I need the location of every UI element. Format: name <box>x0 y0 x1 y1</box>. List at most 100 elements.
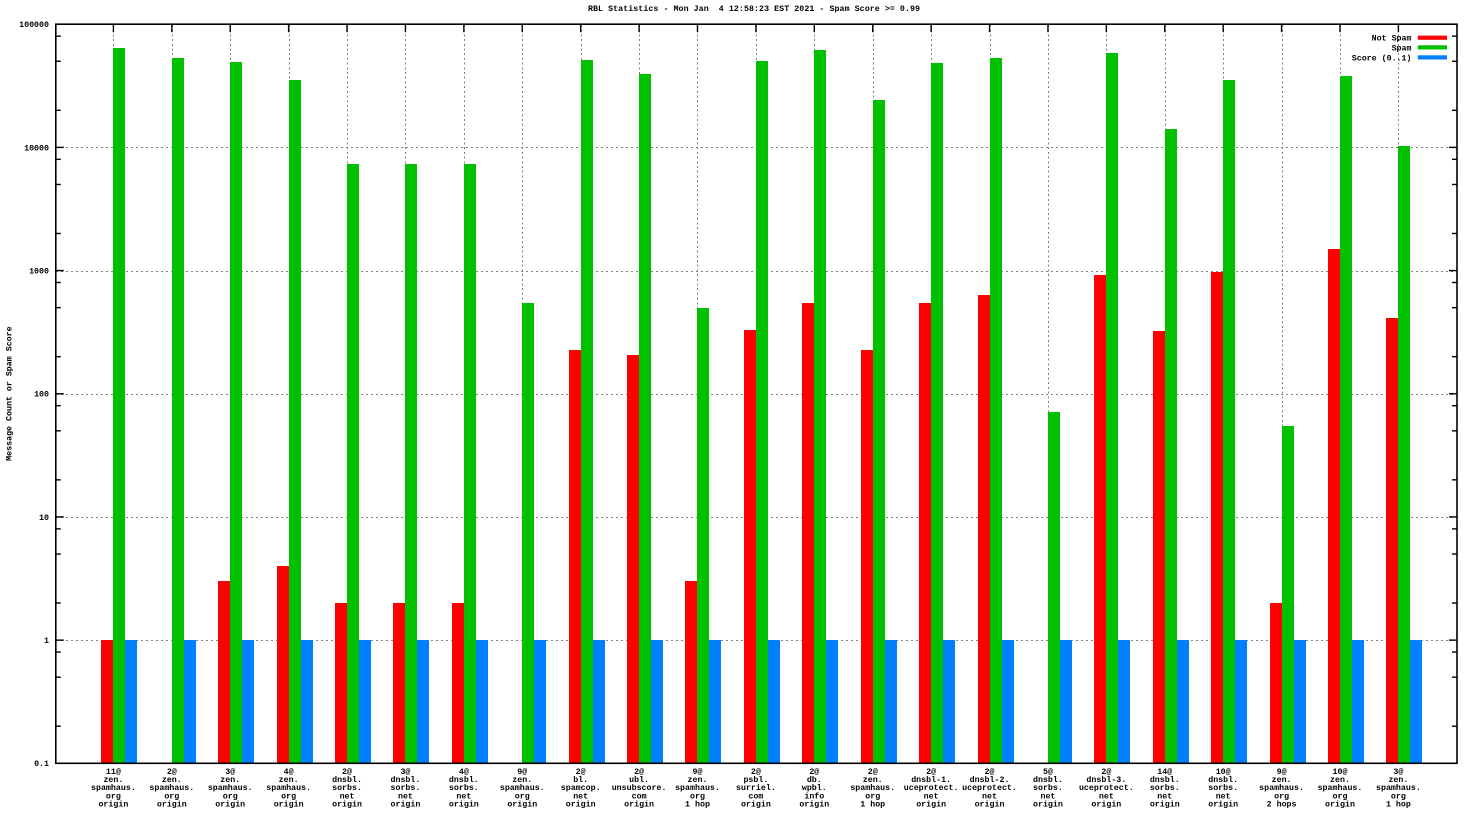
svg-text:dnsbl-3.: dnsbl-3. <box>1086 775 1126 785</box>
svg-text:origin: origin <box>157 799 187 809</box>
svg-text:100000: 100000 <box>19 21 49 30</box>
svg-text:9@: 9@ <box>1277 767 1287 777</box>
svg-text:origin: origin <box>1150 799 1180 809</box>
svg-text:origin: origin <box>975 799 1005 809</box>
svg-text:com: com <box>632 792 647 801</box>
svg-text:dnsbl.: dnsbl. <box>1150 775 1180 785</box>
svg-text:org: org <box>515 792 530 801</box>
svg-text:spamhaus.: spamhaus. <box>675 783 720 793</box>
svg-text:1 hop: 1 hop <box>860 799 885 809</box>
svg-text:origin: origin <box>1208 799 1238 809</box>
svg-text:RBL Statistics - Mon Jan 4 12: RBL Statistics - Mon Jan 4 12:58:23 EST … <box>588 4 920 14</box>
svg-text:psbl.: psbl. <box>743 775 768 785</box>
svg-text:net: net <box>1040 792 1055 801</box>
svg-text:spamhaus.: spamhaus. <box>1376 783 1421 793</box>
svg-text:origin: origin <box>1033 799 1063 809</box>
svg-text:spamhaus.: spamhaus. <box>1318 783 1363 793</box>
svg-text:10@: 10@ <box>1216 767 1231 777</box>
svg-text:zen.: zen. <box>1272 776 1292 785</box>
svg-text:Not Spam: Not Spam <box>1372 35 1412 44</box>
svg-text:org: org <box>223 792 238 801</box>
svg-text:zen.: zen. <box>512 776 532 785</box>
svg-text:2@: 2@ <box>576 767 586 777</box>
svg-text:org: org <box>1333 792 1348 801</box>
svg-text:wpbl.: wpbl. <box>802 783 827 793</box>
svg-text:sorbs.: sorbs. <box>1033 783 1063 793</box>
svg-text:uceprotect.: uceprotect. <box>904 784 959 793</box>
svg-text:2@: 2@ <box>1101 767 1111 777</box>
svg-text:2 hops: 2 hops <box>1267 799 1297 809</box>
svg-text:Score (0..1): Score (0..1) <box>1352 53 1412 63</box>
svg-text:spamhaus.: spamhaus. <box>266 783 311 793</box>
svg-text:origin: origin <box>391 799 421 809</box>
svg-text:Spam: Spam <box>1392 44 1412 53</box>
svg-text:zen.: zen. <box>279 776 299 785</box>
svg-text:spamhaus.: spamhaus. <box>91 783 136 793</box>
svg-text:bl.: bl. <box>573 775 588 785</box>
svg-text:1: 1 <box>44 637 49 646</box>
svg-text:3@: 3@ <box>400 767 410 777</box>
svg-text:11@: 11@ <box>106 767 121 777</box>
svg-text:0.1: 0.1 <box>34 760 49 769</box>
svg-text:4@: 4@ <box>459 767 469 777</box>
svg-text:2@: 2@ <box>342 767 352 777</box>
svg-text:4@: 4@ <box>284 767 294 777</box>
svg-text:net: net <box>398 792 413 801</box>
svg-text:Message Count or Spam Score: Message Count or Spam Score <box>6 326 15 460</box>
svg-text:2@: 2@ <box>926 767 936 777</box>
svg-text:spamhaus.: spamhaus. <box>1259 783 1304 793</box>
svg-text:10000: 10000 <box>24 144 49 153</box>
svg-text:sorbs.: sorbs. <box>1208 783 1238 793</box>
svg-text:dnsbl.: dnsbl. <box>449 775 479 785</box>
svg-text:9@: 9@ <box>693 767 703 777</box>
svg-text:dnsbl-1.: dnsbl-1. <box>911 775 951 785</box>
svg-text:zen.: zen. <box>220 776 240 785</box>
svg-text:spamhaus.: spamhaus. <box>850 783 895 793</box>
svg-text:zen.: zen. <box>1388 776 1408 785</box>
svg-text:2@: 2@ <box>634 767 644 777</box>
svg-text:2@: 2@ <box>167 767 177 777</box>
svg-text:dnsbl.: dnsbl. <box>1208 775 1238 785</box>
svg-text:3@: 3@ <box>1393 767 1403 777</box>
svg-text:zen.: zen. <box>162 776 182 785</box>
svg-text:uceprotect.: uceprotect. <box>962 784 1017 793</box>
svg-text:sorbs.: sorbs. <box>332 783 362 793</box>
svg-text:100: 100 <box>34 391 49 400</box>
svg-text:3@: 3@ <box>225 767 235 777</box>
svg-text:net: net <box>982 792 997 801</box>
svg-text:zen.: zen. <box>1330 776 1350 785</box>
svg-text:org: org <box>281 792 296 801</box>
svg-text:org: org <box>690 792 705 801</box>
svg-text:10@: 10@ <box>1333 767 1348 777</box>
svg-text:origin: origin <box>507 799 537 809</box>
svg-text:9@: 9@ <box>517 767 527 777</box>
svg-text:dnsbl.: dnsbl. <box>332 775 362 785</box>
svg-text:2@: 2@ <box>751 767 761 777</box>
svg-text:net: net <box>1099 792 1114 801</box>
svg-text:2@: 2@ <box>868 767 878 777</box>
svg-text:origin: origin <box>274 799 304 809</box>
svg-text:net: net <box>456 792 471 801</box>
svg-text:uceprotect.: uceprotect. <box>1079 784 1134 793</box>
svg-text:db.: db. <box>807 775 822 785</box>
svg-text:net: net <box>924 792 939 801</box>
svg-text:1 hop: 1 hop <box>685 799 710 809</box>
svg-text:net: net <box>1216 792 1231 801</box>
svg-text:info: info <box>804 791 824 801</box>
svg-text:dnsbl.: dnsbl. <box>1033 775 1063 785</box>
svg-text:origin: origin <box>916 799 946 809</box>
svg-text:10: 10 <box>39 514 49 523</box>
svg-text:net: net <box>340 792 355 801</box>
svg-text:dnsbl.: dnsbl. <box>391 775 421 785</box>
svg-text:origin: origin <box>799 799 829 809</box>
svg-text:com: com <box>748 792 763 801</box>
svg-text:org: org <box>865 792 880 801</box>
svg-text:2@: 2@ <box>985 767 995 777</box>
svg-text:surriel.: surriel. <box>736 783 776 793</box>
svg-text:zen.: zen. <box>688 776 708 785</box>
svg-text:origin: origin <box>98 799 128 809</box>
svg-text:origin: origin <box>1325 799 1355 809</box>
svg-text:1000: 1000 <box>29 267 49 276</box>
svg-text:dnsbl-2.: dnsbl-2. <box>970 775 1010 785</box>
svg-text:unsubscore.: unsubscore. <box>612 783 667 793</box>
